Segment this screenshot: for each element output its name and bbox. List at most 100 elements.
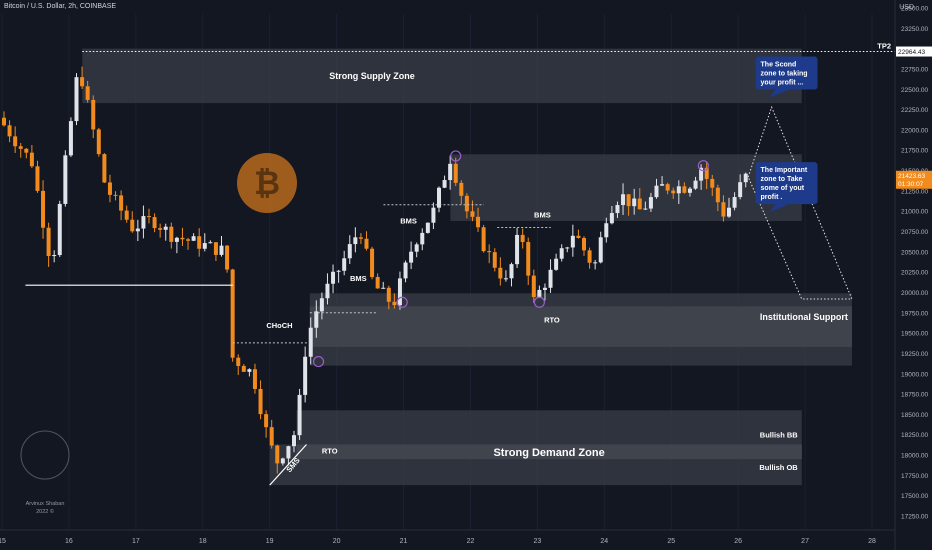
zone-rect[interactable] (269, 444, 802, 486)
callout-text: zone to taking (761, 71, 808, 78)
tp2-label: TP2 (877, 42, 891, 51)
pivot-marker (450, 150, 462, 162)
chart-header: Bitcoin / U.S. Dollar, 2h, COINBASE (4, 3, 117, 10)
candle-body (24, 148, 29, 153)
candle-body (654, 185, 659, 198)
candle-body (565, 247, 570, 249)
annotation-label: BMS (534, 211, 551, 220)
y-tick-label: 19000.00 (901, 371, 928, 378)
candle-body (85, 86, 90, 100)
candle-body (124, 210, 129, 220)
candle-body (191, 236, 196, 241)
y-tick-label: 18000.00 (901, 453, 928, 460)
candle-body (219, 245, 224, 255)
candle-body (420, 232, 425, 245)
y-tick-label: 22000.00 (901, 127, 928, 134)
candle-body (57, 203, 62, 256)
tp2-tag (896, 46, 932, 57)
watermark-text: Arvinux Shaban (26, 501, 65, 507)
candle-body (515, 234, 520, 265)
candle-body (409, 251, 414, 263)
candle-body (732, 197, 737, 208)
x-tick-label: 22 (467, 538, 475, 545)
y-tick-label: 17500.00 (901, 493, 928, 500)
candle-body (576, 235, 581, 238)
candle-body (520, 234, 525, 243)
x-tick-label: 26 (734, 538, 742, 545)
callout-text: zone to Take (761, 176, 803, 183)
callout-box[interactable]: The Scond zone to taking your profit ... (755, 56, 818, 98)
callout-bg (755, 162, 818, 205)
candle-body (392, 301, 397, 306)
candle-body (626, 194, 631, 207)
y-tick-label: 20000.00 (901, 290, 928, 297)
candles[interactable] (2, 66, 748, 474)
candle-body (52, 255, 57, 257)
candle-body (275, 445, 280, 464)
candle-body (554, 258, 559, 270)
candle-body (643, 208, 648, 210)
candle-body (470, 211, 475, 217)
zone-side-label: Bullish OB (759, 463, 798, 472)
x-tick-label: 17 (132, 538, 140, 545)
callout-box[interactable]: The Important zone to Take some of yout pro… (755, 162, 818, 213)
y-tick-label: 22750.00 (901, 66, 928, 73)
current-price-tag (896, 170, 932, 189)
candle-body (375, 277, 380, 289)
candle-body (13, 136, 18, 147)
candle-body (358, 237, 363, 239)
candle-body (386, 287, 391, 302)
candle-body (431, 207, 436, 223)
zone-rect[interactable] (82, 48, 802, 104)
candle-body (180, 237, 185, 240)
candle-body (727, 207, 731, 217)
candle-body (29, 152, 34, 167)
candle-body (269, 427, 274, 446)
candle-body (107, 182, 112, 195)
y-tick-label: 18250.00 (901, 432, 928, 439)
candle-body (342, 258, 347, 271)
x-tick-label: 18 (199, 538, 207, 545)
zone-rect[interactable] (450, 154, 802, 221)
y-tick-label: 19500.00 (901, 331, 928, 338)
candle-body (102, 154, 107, 183)
candle-body (542, 287, 547, 290)
x-tick-label: 20 (333, 538, 341, 545)
candle-body (531, 275, 536, 298)
candle-body (548, 269, 553, 288)
candle-body (2, 117, 6, 126)
candle-body (264, 414, 269, 428)
candle-body (598, 237, 603, 263)
candle-body (252, 369, 257, 389)
y-tick-label: 22250.00 (901, 107, 928, 114)
candle-body (587, 250, 592, 263)
candle-body (609, 213, 614, 224)
candle-body (492, 252, 497, 268)
zone-rect[interactable] (309, 293, 852, 366)
candle-body (464, 195, 469, 212)
candle-body (308, 327, 313, 357)
candle-body (637, 198, 642, 210)
candle-body (41, 190, 46, 228)
zone-side-label: Bullish BB (760, 431, 799, 440)
y-tick-label: 17250.00 (901, 514, 928, 521)
candle-body (236, 357, 241, 366)
candle-body (676, 186, 681, 194)
bitcoin-logo-icon (237, 153, 297, 213)
x-tick-label: 25 (667, 538, 675, 545)
candle-body (174, 237, 179, 242)
candle-body (7, 125, 12, 137)
pivot-marker (697, 160, 709, 172)
y-tick-label: 23500.00 (901, 6, 928, 13)
candle-body (319, 298, 324, 312)
sms-line (269, 444, 307, 486)
brain-logo-icon (20, 430, 70, 480)
candle-body (292, 435, 296, 447)
candle-body (197, 236, 202, 249)
candle-body (621, 194, 626, 206)
annotation-label: CHoCH (266, 321, 292, 330)
y-tick-label: 18750.00 (901, 392, 928, 399)
candle-body (715, 187, 720, 203)
candle-body (526, 242, 531, 276)
